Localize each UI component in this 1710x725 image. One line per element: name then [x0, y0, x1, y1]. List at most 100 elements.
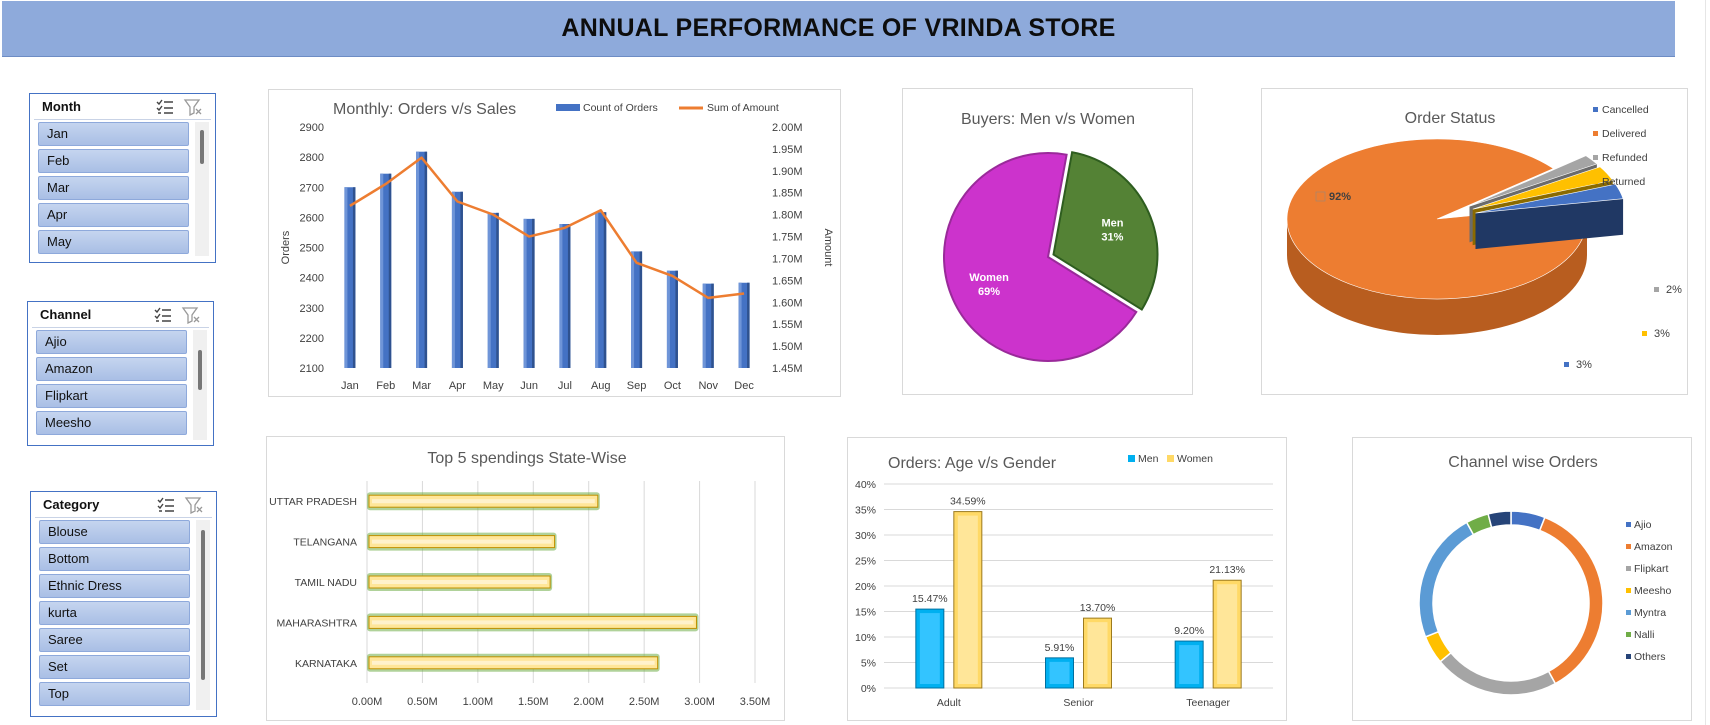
- doughnut-slice-others: [1487, 510, 1512, 529]
- bar-group: [738, 282, 750, 368]
- legend-swatch: [1626, 610, 1631, 615]
- clear-filter-icon[interactable]: [183, 98, 203, 116]
- legend-swatch: [1626, 544, 1631, 549]
- slicer-item-bottom[interactable]: Bottom: [39, 547, 190, 571]
- bar-orders: [487, 212, 499, 368]
- clear-filter-icon[interactable]: [184, 496, 204, 514]
- pie-slice-delivered: [1286, 138, 1588, 300]
- category-slicer-list: Blouse Bottom Ethnic Dress kurta Saree S…: [39, 520, 190, 709]
- age-gender-chart[interactable]: Orders: Age v/s Gender Men Women 40% 35% 30% 2…: [847, 437, 1287, 721]
- bar-shade: [747, 282, 750, 368]
- monthly-chart-svg: Monthly: Orders v/s Sales Count of Orders…: [280, 101, 834, 392]
- multi-select-icon[interactable]: [156, 496, 176, 514]
- bar-shade: [567, 224, 571, 368]
- y2-tick-label: 1.50M: [772, 341, 803, 353]
- bar-highlight: [559, 224, 563, 368]
- legend-label-nalli: Nalli: [1634, 629, 1654, 641]
- channel-slicer[interactable]: Channel Ajio Amazon Flipkart Meesho: [27, 301, 214, 446]
- x-tick-label: Senior: [1063, 697, 1094, 709]
- slicer-item-meesho[interactable]: Meesho: [36, 411, 187, 435]
- slicer-item-set[interactable]: Set: [39, 655, 190, 679]
- channel-slicer-scrollbar[interactable]: [193, 330, 207, 440]
- y2-tick-label: 1.80M: [772, 210, 803, 222]
- order-status-chart[interactable]: Order Status 92% 2% 3% 3% Cancelled Delivered R…: [1261, 88, 1688, 395]
- doughnut-slice-ajio: [1510, 510, 1546, 532]
- legend-label-ajio: Ajio: [1634, 519, 1652, 531]
- y2-tick-label: 1.65M: [772, 275, 803, 287]
- bar-orders: [595, 212, 607, 368]
- legend-label-orders: Count of Orders: [583, 102, 658, 114]
- bar-group: [487, 212, 499, 368]
- y-tick-label: 10%: [855, 632, 876, 644]
- bar-group: [666, 270, 678, 368]
- legend-label-others: Others: [1634, 651, 1666, 663]
- dashboard-title-bar: ANNUAL PERFORMANCE OF VRINDA STORE: [2, 1, 1675, 57]
- slicer-item-saree[interactable]: Saree: [39, 628, 190, 652]
- y-tick-label: 2400: [300, 273, 324, 285]
- bar-face: [1179, 645, 1200, 684]
- legend-label-men: Men: [1138, 453, 1159, 465]
- slicer-item-jan[interactable]: Jan: [38, 122, 189, 146]
- y-tick-label: 20%: [855, 581, 876, 593]
- data-label: 21.13%: [1209, 564, 1245, 576]
- slicer-item-apr[interactable]: Apr: [38, 203, 189, 227]
- slicer-item-flipkart[interactable]: Flipkart: [36, 384, 187, 408]
- bar-highlight: [372, 580, 548, 584]
- pie-slice-returned: [1472, 166, 1614, 210]
- month-slicer[interactable]: Month Jan Feb Mar Apr May: [29, 93, 216, 263]
- slice-label-cancelled: 3%: [1576, 359, 1592, 371]
- slice-label-delivered: 92%: [1329, 191, 1351, 203]
- slicer-item-blouse[interactable]: Blouse: [39, 520, 190, 544]
- channel-orders-chart[interactable]: Channel wise Orders Ajio Amazon Flipkart Mee…: [1352, 437, 1692, 721]
- legend-label-cancelled: Cancelled: [1602, 104, 1649, 116]
- slicer-item-kurta[interactable]: kurta: [39, 601, 190, 625]
- monthly-orders-sales-chart[interactable]: Monthly: Orders v/s Sales Count of Orders…: [268, 89, 841, 397]
- category-slicer-scrollbar[interactable]: [196, 520, 210, 710]
- label-marker: [1642, 331, 1647, 336]
- buyers-chart-svg: Buyers: Men v/s Women Men 31% Women 69%: [943, 111, 1159, 362]
- slicer-item-mar[interactable]: Mar: [38, 176, 189, 200]
- slicer-item-feb[interactable]: Feb: [38, 149, 189, 173]
- bar-shade: [352, 187, 356, 368]
- month-slicer-scrollbar[interactable]: [195, 122, 209, 256]
- y-tick-label: 2100: [300, 363, 324, 375]
- bar-group: [559, 224, 571, 368]
- bar-shade: [460, 191, 463, 368]
- data-label: 34.59%: [950, 496, 986, 508]
- bar-highlight: [595, 212, 599, 368]
- y-tick-label: TELANGANA: [293, 537, 357, 549]
- y-tick-label: TAMIL NADU: [295, 577, 357, 589]
- x-tick-label: Mar: [412, 380, 431, 392]
- slice-label-name: Women: [969, 272, 1009, 284]
- slicer-item-ethnic-dress[interactable]: Ethnic Dress: [39, 574, 190, 598]
- bar-highlight: [372, 660, 655, 665]
- clear-filter-icon[interactable]: [181, 306, 201, 324]
- bar-face: [919, 613, 940, 684]
- x-tick-label: Nov: [698, 380, 718, 392]
- bar-highlight: [372, 539, 552, 544]
- legend-swatch-women: [1167, 455, 1174, 462]
- chart-title: Monthly: Orders v/s Sales: [333, 101, 516, 118]
- y2-tick-label: 1.85M: [772, 188, 803, 200]
- y-tick-label: 25%: [855, 556, 876, 568]
- y2-tick-label: 1.90M: [772, 166, 803, 178]
- category-slicer-title: Category: [43, 497, 100, 512]
- slice-label-name: Men: [1101, 217, 1123, 229]
- y2-tick-label: 1.45M: [772, 363, 803, 375]
- x-tick-label: Adult: [937, 697, 961, 709]
- multi-select-icon[interactable]: [155, 98, 175, 116]
- slicer-item-may[interactable]: May: [38, 230, 189, 254]
- category-slicer[interactable]: Category Blouse Bottom Ethnic Dress kurt…: [30, 491, 217, 717]
- buyers-gender-chart[interactable]: Buyers: Men v/s Women Men 31% Women 69%: [902, 88, 1193, 395]
- legend-swatch: [1626, 588, 1631, 593]
- slicer-item-amazon[interactable]: Amazon: [36, 357, 187, 381]
- chart-title: Order Status: [1405, 110, 1496, 127]
- slicer-item-ajio[interactable]: Ajio: [36, 330, 187, 354]
- slicer-item-top[interactable]: Top: [39, 682, 190, 706]
- x-tick-label: 2.50M: [629, 696, 660, 708]
- multi-select-icon[interactable]: [153, 306, 173, 324]
- data-label: 5.91%: [1045, 642, 1075, 654]
- bar-highlight: [487, 212, 491, 368]
- x-tick-label: Jun: [520, 380, 538, 392]
- top-states-chart[interactable]: Top 5 spendings State-Wise 0.00M 0.50M 1.00…: [266, 436, 785, 721]
